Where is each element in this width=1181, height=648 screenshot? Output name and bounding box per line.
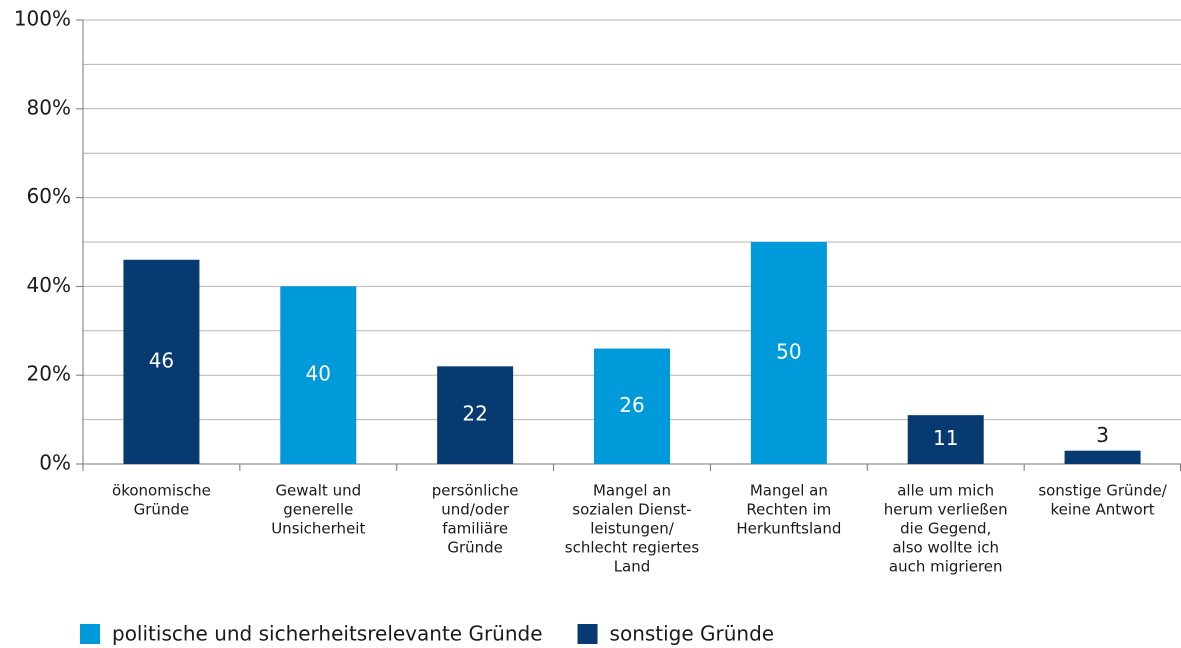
data-label: 11	[933, 426, 958, 450]
legend-label: politische und sicherheitsrelevante Grün…	[112, 622, 543, 646]
y-tick-label: 40%	[27, 273, 71, 297]
y-tick-label: 0%	[39, 451, 71, 475]
x-tick-label: familiäre	[442, 520, 508, 538]
x-tick-label: Mangel an	[750, 482, 828, 500]
data-label: 3	[1096, 423, 1109, 447]
x-tick-label: Rechten im	[746, 501, 831, 519]
x-tick-label: keine Antwort	[1050, 501, 1154, 519]
x-tick-label: persönliche	[432, 482, 519, 500]
y-tick-label: 20%	[27, 362, 71, 386]
x-tick-label: Unsicherheit	[271, 520, 365, 538]
legend-swatch	[80, 624, 100, 644]
y-tick-label: 60%	[27, 184, 71, 208]
bar	[280, 286, 357, 464]
bar	[1064, 450, 1141, 464]
x-tick-label: alle um mich	[897, 482, 994, 500]
y-tick-label: 80%	[27, 95, 71, 119]
x-tick-label: sonstige Gründe/	[1038, 482, 1167, 500]
x-tick-label: auch migrieren	[889, 558, 1003, 576]
x-tick-label: die Gegend,	[900, 520, 991, 538]
y-tick-label: 100%	[14, 7, 71, 31]
data-label: 26	[619, 393, 644, 417]
bar	[750, 242, 827, 464]
bar	[123, 259, 200, 464]
x-tick-label: Gründe	[447, 539, 503, 557]
x-tick-label: schlecht regiertes	[565, 539, 700, 557]
x-tick-label: Mangel an	[593, 482, 671, 500]
data-label: 50	[776, 340, 801, 364]
data-label: 40	[306, 362, 331, 386]
data-label: 22	[462, 402, 487, 426]
x-tick-label: sozialen Dienst-	[572, 501, 691, 519]
bar	[594, 348, 670, 464]
bar	[437, 366, 514, 464]
legend-swatch	[577, 624, 598, 644]
x-tick-label: ökonomische	[112, 482, 211, 500]
x-tick-label: und/oder	[441, 501, 510, 519]
x-tick-label: Herkunftsland	[736, 520, 841, 538]
x-tick-label: Gewalt und	[275, 482, 361, 500]
x-tick-label: generelle	[283, 501, 353, 519]
x-tick-label: Land	[614, 558, 651, 576]
x-tick-label: Gründe	[134, 501, 190, 519]
bar	[907, 415, 984, 464]
legend-label: sonstige Gründe	[610, 622, 775, 646]
x-tick-label: also wollte ich	[892, 539, 999, 557]
x-tick-label: herum verließen	[884, 501, 1008, 519]
x-tick-label: leistungen/	[590, 520, 675, 538]
data-label: 46	[149, 348, 174, 372]
